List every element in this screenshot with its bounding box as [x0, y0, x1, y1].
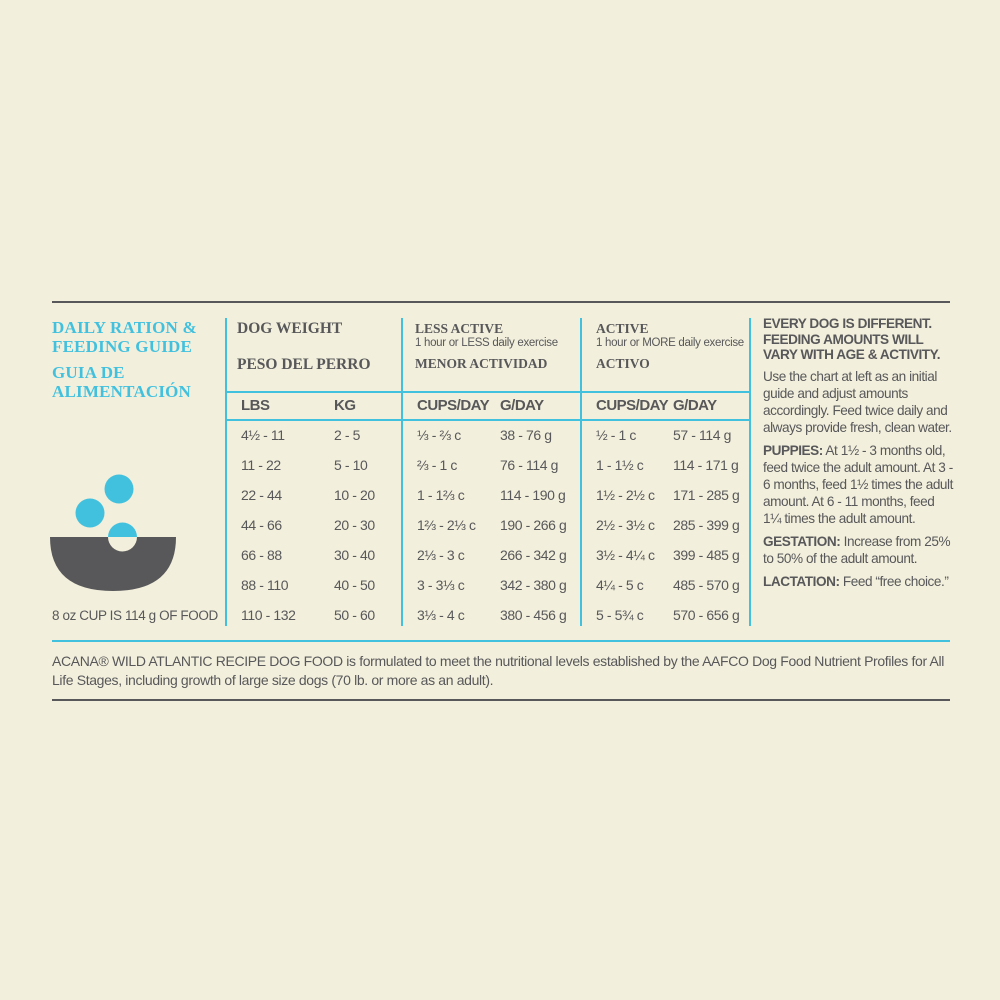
- cell-active-cups: 2½ - 3½ c: [596, 517, 655, 533]
- lactation-text: Feed “free choice.”: [839, 573, 949, 589]
- kibble-icon: [75, 498, 105, 528]
- title-line: ALIMENTACIÓN: [52, 382, 192, 401]
- title-line: FEEDING GUIDE: [52, 337, 193, 356]
- cell-active-cups: 1½ - 2½ c: [596, 487, 655, 503]
- cell-lbs: 66 - 88: [241, 547, 282, 563]
- cell-less-active-cups: 3⅓ - 4 c: [417, 607, 465, 623]
- cell-less-active-cups: 1⅔ - 2⅓ c: [417, 517, 476, 533]
- cell-active-grams: 171 - 285 g: [673, 487, 740, 503]
- cell-lbs: 11 - 22: [241, 457, 281, 473]
- dog-weight-heading-es: PESO DEL PERRO: [237, 356, 371, 373]
- side-heading: EVERY DOG IS DIFFERENT. FEEDING AMOUNTS …: [763, 316, 941, 362]
- divider-less-active: [401, 318, 403, 626]
- active-subtitle: 1 hour or MORE daily exercise: [596, 337, 744, 349]
- gestation-note: GESTATION: Increase from 25% to 50% of t…: [763, 533, 955, 567]
- cell-less-active-cups: 2⅓ - 3 c: [417, 547, 465, 563]
- cell-less-active-grams: 38 - 76 g: [500, 427, 552, 443]
- column-header-less-active-cups: CUPS/DAY: [417, 397, 490, 414]
- gestation-text: Increase from 25% to 50% of the adult am…: [763, 533, 951, 566]
- cell-less-active-cups: 3 - 3⅓ c: [417, 577, 465, 593]
- divider-active: [580, 318, 582, 626]
- cell-active-grams: 399 - 485 g: [673, 547, 740, 563]
- cell-lbs: 88 - 110: [241, 577, 289, 593]
- cell-kg: 5 - 10: [334, 457, 368, 473]
- cell-active-cups: 4¼ - 5 c: [596, 577, 644, 593]
- active-heading: ACTIVE: [596, 321, 649, 336]
- cell-active-cups: 3½ - 4¼ c: [596, 547, 655, 563]
- cell-less-active-cups: 1 - 1⅔ c: [417, 487, 465, 503]
- cell-less-active-grams: 380 - 456 g: [500, 607, 567, 623]
- side-notes: EVERY DOG IS DIFFERENT. FEEDING AMOUNTS …: [763, 316, 955, 596]
- divider-weight: [225, 318, 227, 626]
- column-header-lbs: LBS: [241, 397, 270, 414]
- title-line: GUIA DE: [52, 363, 125, 382]
- cell-less-active-grams: 342 - 380 g: [500, 577, 567, 593]
- divider-side: [749, 318, 751, 626]
- less-active-heading: LESS ACTIVE: [415, 321, 504, 336]
- cell-lbs: 4½ - 11: [241, 427, 285, 443]
- cell-active-grams: 485 - 570 g: [673, 577, 740, 593]
- cell-less-active-grams: 190 - 266 g: [500, 517, 567, 533]
- cell-kg: 10 - 20: [334, 487, 375, 503]
- title-line: DAILY RATION &: [52, 318, 197, 337]
- cell-kg: 2 - 5: [334, 427, 361, 443]
- column-header-active-grams: G/DAY: [673, 397, 717, 414]
- puppies-note: PUPPIES: At 1½ - 3 months old, feed twic…: [763, 442, 955, 527]
- cell-active-cups: 5 - 5¾ c: [596, 607, 644, 623]
- title-en: DAILY RATION & FEEDING GUIDE: [52, 318, 197, 356]
- cell-active-cups: ½ - 1 c: [596, 427, 636, 443]
- cell-active-grams: 57 - 114 g: [673, 427, 732, 443]
- cell-lbs: 22 - 44: [241, 487, 282, 503]
- kibble-icon: [104, 474, 134, 504]
- cell-less-active-grams: 114 - 190 g: [500, 487, 566, 503]
- cup-note: 8 oz CUP IS 114 g OF FOOD: [52, 608, 218, 623]
- less-active-subtitle: 1 hour or LESS daily exercise: [415, 337, 558, 349]
- cell-active-grams: 114 - 171 g: [673, 457, 739, 473]
- cell-less-active-grams: 266 - 342 g: [500, 547, 567, 563]
- side-intro: Use the chart at left as an initial guid…: [763, 368, 952, 435]
- cell-active-grams: 285 - 399 g: [673, 517, 740, 533]
- bowl-icon: [50, 537, 176, 591]
- column-header-active-cups: CUPS/DAY: [596, 397, 669, 414]
- gestation-label: GESTATION:: [763, 533, 841, 549]
- column-header-divider: [225, 419, 751, 421]
- cell-active-grams: 570 - 656 g: [673, 607, 740, 623]
- cell-kg: 40 - 50: [334, 577, 375, 593]
- bottom-rule: [52, 699, 950, 701]
- kibble-icon: [108, 522, 137, 537]
- cell-less-active-grams: 76 - 114 g: [500, 457, 559, 473]
- less-active-heading-es: MENOR ACTIVIDAD: [415, 356, 548, 371]
- top-rule: [52, 301, 950, 303]
- cell-lbs: 44 - 66: [241, 517, 282, 533]
- puppies-text: At 1½ - 3 months old, feed twice the adu…: [763, 442, 953, 526]
- cell-less-active-cups: ⅔ - 1 c: [417, 457, 457, 473]
- header-divider: [225, 391, 751, 393]
- cell-lbs: 110 - 132: [241, 607, 296, 623]
- cell-kg: 20 - 30: [334, 517, 375, 533]
- lactation-label: LACTATION:: [763, 573, 840, 589]
- column-header-less-active-grams: G/DAY: [500, 397, 544, 414]
- active-heading-es: ACTIVO: [596, 356, 650, 371]
- dog-weight-heading: DOG WEIGHT: [237, 320, 343, 337]
- puppies-label: PUPPIES:: [763, 442, 823, 458]
- title-es: GUIA DE ALIMENTACIÓN: [52, 363, 191, 401]
- cell-kg: 30 - 40: [334, 547, 375, 563]
- food-bowl-icon: [50, 474, 176, 591]
- aafco-statement: ACANA® WILD ATLANTIC RECIPE DOG FOOD is …: [52, 653, 945, 688]
- cell-kg: 50 - 60: [334, 607, 375, 623]
- footer-divider: [52, 640, 950, 642]
- lactation-note: LACTATION: Feed “free choice.”: [763, 573, 955, 590]
- cell-less-active-cups: ⅓ - ⅔ c: [417, 427, 461, 443]
- cell-active-cups: 1 - 1½ c: [596, 457, 644, 473]
- column-header-kg: KG: [334, 397, 356, 414]
